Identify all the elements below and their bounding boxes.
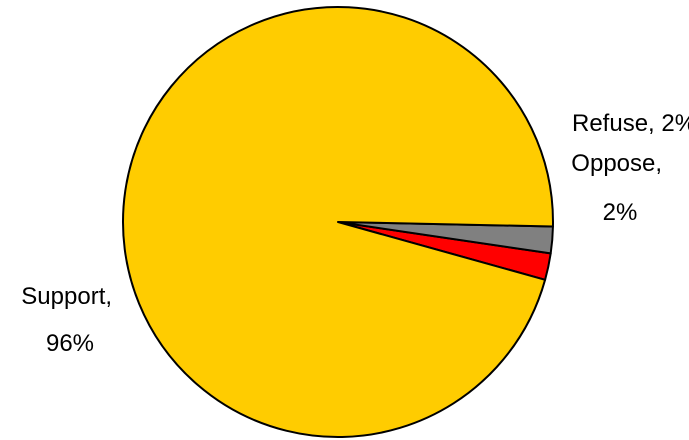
data-label-support-name: Support: [21, 283, 105, 310]
pie-slices: [122, 6, 554, 439]
data-label-refuse-sep: ,: [648, 110, 661, 137]
data-label-oppose: Oppose, 2%: [571, 150, 668, 226]
data-label-refuse-name: Refuse: [572, 110, 648, 137]
data-label-oppose-value: 2%: [603, 199, 638, 226]
data-label-refuse: Refuse, 2%: [572, 110, 689, 137]
pie-slice-support: [122, 6, 554, 439]
data-label-refuse-value: 2%: [661, 110, 689, 137]
data-label-support-value: 96%: [46, 330, 94, 357]
data-label-oppose-name: Oppose: [571, 150, 655, 177]
data-label-support: Support, 96%: [21, 283, 118, 357]
